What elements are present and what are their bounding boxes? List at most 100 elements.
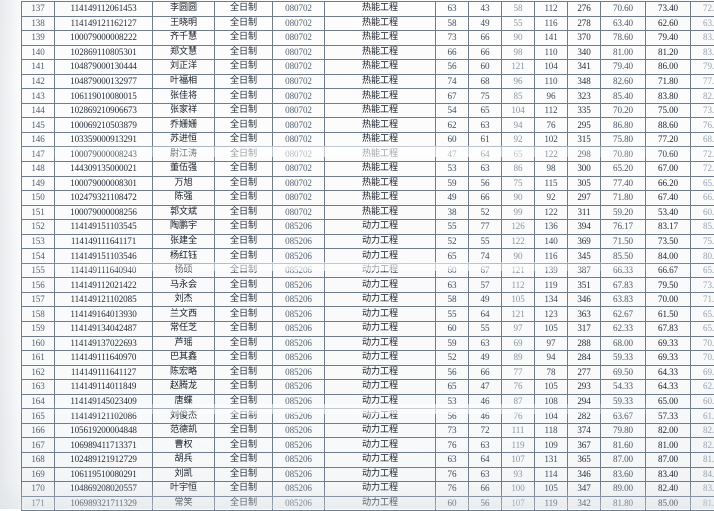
cell-total: 394 [568, 220, 601, 235]
cell-id: 144309135000021 [55, 162, 153, 177]
cell-i3: 81.50 [691, 452, 714, 467]
cell-i3: 66.58 [691, 191, 714, 206]
cell-major: 热能工程 [325, 132, 436, 147]
cell-s4: 140 [535, 234, 568, 249]
cell-id: 104879000130444 [55, 60, 153, 75]
cell-id: 114149121102086 [55, 409, 153, 424]
cell-major: 动力工程 [325, 423, 436, 438]
cell-name: 董伍强 [153, 162, 215, 177]
cell-seq: 160 [22, 336, 55, 351]
cell-id: 100079000008222 [55, 31, 153, 46]
cell-i3: 65.41 [691, 322, 714, 337]
cell-code: 080702 [273, 60, 325, 75]
cell-code: 080702 [273, 2, 325, 17]
cell-major: 热能工程 [325, 60, 436, 75]
cell-s1: 55 [436, 220, 469, 235]
cell-seq: 165 [22, 409, 55, 424]
cell-name: 巴其鑫 [153, 351, 215, 366]
cell-s3: 55 [502, 16, 535, 31]
cell-s4: 104 [535, 60, 568, 75]
cell-mode: 全日制 [215, 365, 273, 380]
cell-s3: 58 [502, 2, 535, 17]
cell-i1: 75.80 [601, 132, 646, 147]
cell-id: 114149164013930 [55, 307, 153, 322]
cell-total: 294 [568, 394, 601, 409]
cell-i2: 67.83 [646, 322, 691, 337]
cell-s2: 56 [469, 496, 502, 511]
cell-total: 340 [568, 45, 601, 60]
cell-s4: 119 [535, 278, 568, 293]
cell-major: 动力工程 [325, 394, 436, 409]
cell-code: 080702 [273, 191, 325, 206]
cell-i2: 75.00 [646, 103, 691, 118]
cell-i2: 71.80 [646, 74, 691, 89]
cell-s2: 63 [469, 162, 502, 177]
cell-s1: 56 [436, 60, 469, 75]
cell-id: 100079000008256 [55, 205, 153, 220]
cell-seq: 147 [22, 147, 55, 162]
cell-id: 114149111641171 [55, 234, 153, 249]
cell-s2: 43 [469, 2, 502, 17]
cell-s4: 105 [535, 380, 568, 395]
cell-mode: 全日制 [215, 278, 273, 293]
cell-major: 动力工程 [325, 380, 436, 395]
cell-seq: 141 [22, 60, 55, 75]
cell-major: 热能工程 [325, 31, 436, 46]
cell-i1: 83.60 [601, 467, 646, 482]
cell-s2: 55 [469, 234, 502, 249]
cell-s1: 63 [436, 2, 469, 17]
cell-i1: 54.33 [601, 380, 646, 395]
cell-total: 277 [568, 365, 601, 380]
cell-i3: 71.52 [691, 292, 714, 307]
cell-major: 动力工程 [325, 496, 436, 511]
cell-i1: 63.83 [601, 292, 646, 307]
cell-seq: 159 [22, 322, 55, 337]
cell-i1: 66.33 [601, 263, 646, 278]
cell-s4: 105 [535, 482, 568, 497]
cell-total: 315 [568, 132, 601, 147]
cell-s2: 63 [469, 467, 502, 482]
cell-s4: 104 [535, 409, 568, 424]
cell-s2: 74 [469, 249, 502, 264]
cell-code: 085206 [273, 307, 325, 322]
cell-major: 动力工程 [325, 438, 436, 453]
cell-i1: 87.00 [601, 452, 646, 467]
cell-major: 动力工程 [325, 336, 436, 351]
cell-s2: 66 [469, 482, 502, 497]
cell-name: 尉江涛 [153, 147, 215, 162]
cell-i2: 82.40 [646, 482, 691, 497]
cell-s3: 75 [502, 176, 535, 191]
cell-mode: 全日制 [215, 351, 273, 366]
cell-major: 热能工程 [325, 74, 436, 89]
cell-s1: 63 [436, 278, 469, 293]
cell-s2: 52 [469, 205, 502, 220]
cell-s2: 66 [469, 365, 502, 380]
cell-code: 080702 [273, 16, 325, 31]
cell-mode: 全日制 [215, 409, 273, 424]
cell-i2: 64.33 [646, 365, 691, 380]
cell-i1: 59.20 [601, 205, 646, 220]
cell-s1: 58 [436, 292, 469, 307]
cell-s3: 105 [502, 292, 535, 307]
cell-total: 346 [568, 467, 601, 482]
cell-major: 热能工程 [325, 2, 436, 17]
cell-total: 387 [568, 263, 601, 278]
cell-s4: 110 [535, 45, 568, 60]
cell-s4: 122 [535, 205, 568, 220]
cell-total: 369 [568, 234, 601, 249]
cell-s4: 141 [535, 31, 568, 46]
cell-i1: 71.50 [601, 234, 646, 249]
cell-s3: 94 [502, 118, 535, 133]
cell-i1: 70.20 [601, 103, 646, 118]
cell-seq: 138 [22, 16, 55, 31]
cell-id: 100069210503879 [55, 118, 153, 133]
cell-s2: 68 [469, 74, 502, 89]
cell-s1: 65 [436, 380, 469, 395]
cell-i3: 81.36 [691, 496, 714, 511]
cell-id: 102489121912729 [55, 452, 153, 467]
